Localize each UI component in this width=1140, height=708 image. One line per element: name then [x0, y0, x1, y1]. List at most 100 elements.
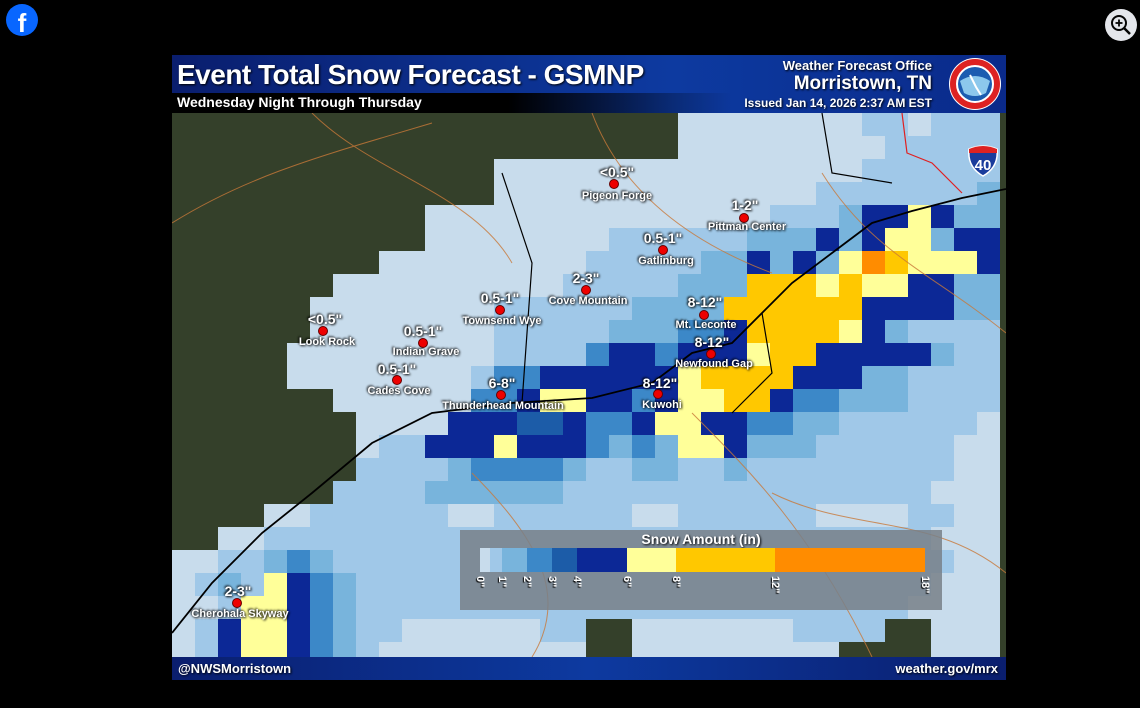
snow-cell [816, 320, 839, 343]
snow-cell [632, 297, 655, 320]
location-dot [392, 375, 402, 385]
snow-cell [678, 297, 701, 320]
snow-cell [931, 504, 954, 527]
snow-cell [195, 642, 218, 657]
location-dot [658, 245, 668, 255]
snow-cell [839, 435, 862, 458]
snow-cell [218, 550, 241, 573]
snow-cell [172, 596, 195, 619]
snow-cell [908, 389, 931, 412]
snow-cell [287, 550, 310, 573]
snow-cell [816, 251, 839, 274]
location-name: Gatlinburg [638, 255, 694, 267]
nws-logo-icon [949, 58, 1001, 110]
snow-cell [816, 389, 839, 412]
snow-cell [448, 504, 471, 527]
legend-swatch [527, 548, 553, 572]
snow-cell [977, 481, 1000, 504]
snow-cell [402, 458, 425, 481]
snow-cell [402, 573, 425, 596]
snow-cell [678, 113, 701, 136]
snow-cell [471, 228, 494, 251]
snow-cell [862, 343, 885, 366]
snow-cell [425, 343, 448, 366]
zoom-in-button[interactable] [1105, 9, 1137, 41]
snow-cell [793, 251, 816, 274]
snow-cell [563, 389, 586, 412]
map-subtitle: Wednesday Night Through Thursday [177, 94, 422, 110]
snow-cell [540, 412, 563, 435]
snow-cell [563, 182, 586, 205]
snow-cell [310, 550, 333, 573]
snow-cell [793, 389, 816, 412]
snow-cell [770, 297, 793, 320]
snow-cell [609, 297, 632, 320]
snow-cell [977, 251, 1000, 274]
snow-cell [770, 251, 793, 274]
snow-cell [908, 159, 931, 182]
snow-cell [701, 159, 724, 182]
snow-cell [632, 320, 655, 343]
snow-cell [862, 274, 885, 297]
snow-cell [471, 251, 494, 274]
snow-cell [977, 527, 1000, 550]
snow-cell [770, 113, 793, 136]
interstate-number: 40 [975, 157, 992, 174]
snow-cell [701, 251, 724, 274]
snow-cell [908, 136, 931, 159]
snow-cell [195, 573, 218, 596]
location-dot [653, 389, 663, 399]
snow-cell [954, 343, 977, 366]
interstate-shield-icon: 40 [968, 145, 998, 177]
snow-cell [839, 159, 862, 182]
snow-cell [609, 228, 632, 251]
snow-cell [885, 297, 908, 320]
snow-cell [931, 205, 954, 228]
snow-cell [977, 113, 1000, 136]
snow-cell [471, 412, 494, 435]
snow-cell [931, 366, 954, 389]
snow-cell [563, 228, 586, 251]
snow-cell [586, 320, 609, 343]
snow-cell [770, 136, 793, 159]
snow-cell [701, 504, 724, 527]
snow-cell [425, 205, 448, 228]
snow-cell [954, 205, 977, 228]
snow-cell [287, 366, 310, 389]
snow-cell [494, 182, 517, 205]
location-name: Pittman Center [707, 221, 787, 233]
snow-cell [977, 412, 1000, 435]
facebook-logo-icon[interactable]: f [6, 4, 38, 36]
snow-cell [816, 504, 839, 527]
snow-cell [816, 205, 839, 228]
snow-cell [954, 389, 977, 412]
snow-cell [908, 182, 931, 205]
snow-cell [908, 343, 931, 366]
snow-cell [655, 366, 678, 389]
snow-cell [425, 251, 448, 274]
snow-cell [333, 619, 356, 642]
snow-cell [540, 435, 563, 458]
snow-cell [540, 458, 563, 481]
snow-cell [356, 573, 379, 596]
snow-cell [540, 619, 563, 642]
issued-time: Issued Jan 14, 2026 2:37 AM EST [744, 96, 932, 110]
snow-cell [379, 435, 402, 458]
snow-cell [908, 320, 931, 343]
snow-cell [793, 619, 816, 642]
snow-cell [770, 412, 793, 435]
snow-cell [885, 159, 908, 182]
snow-cell [517, 228, 540, 251]
snow-cell [747, 435, 770, 458]
county-line [501, 113, 893, 414]
snow-cell [908, 228, 931, 251]
snow-cell [264, 619, 287, 642]
snow-cell [333, 343, 356, 366]
snow-cell [701, 458, 724, 481]
snow-cell [563, 458, 586, 481]
snow-cell [862, 297, 885, 320]
snow-cell [954, 642, 977, 657]
snow-cell [724, 412, 747, 435]
snow-cell [195, 550, 218, 573]
snow-cell [678, 389, 701, 412]
